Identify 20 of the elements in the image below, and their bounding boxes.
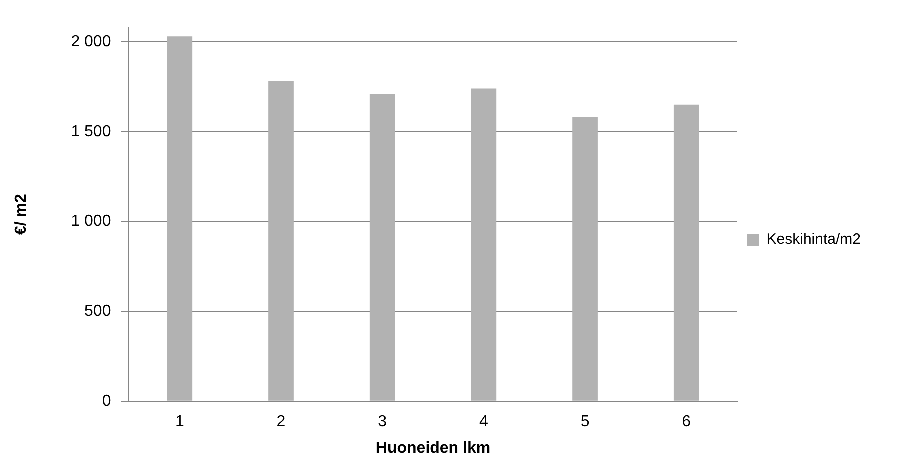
bar (471, 88, 497, 401)
bar (674, 104, 700, 401)
y-axis-title: €/ m2 (13, 194, 30, 236)
y-tick-label: 2 000 (71, 33, 112, 50)
x-tick-label: 2 (276, 414, 286, 431)
x-axis-title: Huoneiden lkm (376, 440, 491, 457)
bar (572, 118, 598, 401)
bar (370, 94, 396, 401)
bar (167, 36, 193, 401)
y-tick-label: 500 (84, 303, 112, 320)
x-tick-label: 3 (378, 414, 388, 431)
legend-label: Keskihinta/m2 (766, 231, 862, 248)
x-tick-label: 1 (175, 414, 184, 431)
x-tick-label: 4 (479, 414, 488, 431)
bar (268, 82, 294, 401)
x-tick-label: 6 (682, 414, 692, 431)
x-tick-label: 5 (580, 414, 590, 431)
y-tick-label: 1 000 (71, 213, 112, 230)
y-tick-label: 1 500 (71, 123, 112, 140)
y-tick-label: 0 (102, 393, 112, 410)
